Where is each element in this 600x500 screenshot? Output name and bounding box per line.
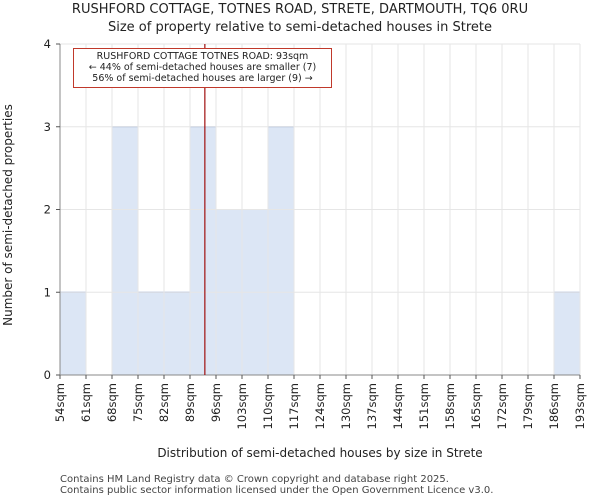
axes-group: 0 1 2 3 4 54sqm 61sqm 68sqm 75sqm 82sqm 89sqm 96sqm… xyxy=(44,37,587,429)
footer-line-2: Contains public sector information licen… xyxy=(60,485,494,496)
bar xyxy=(59,291,87,376)
y-tick-label: 1 xyxy=(44,285,51,299)
x-tick-label: 96sqm xyxy=(209,383,223,422)
x-tick-label: 165sqm xyxy=(469,383,483,429)
x-tick-label: 179sqm xyxy=(521,383,535,429)
bar xyxy=(137,291,165,376)
y-tick-label: 0 xyxy=(44,368,51,382)
bar xyxy=(189,126,217,376)
y-tick-label: 2 xyxy=(44,203,51,217)
y-axis-label: Number of semi-detached properties xyxy=(1,104,15,326)
x-tick-label: 130sqm xyxy=(339,383,353,429)
x-tick-label: 158sqm xyxy=(443,383,457,429)
x-tick-label: 110sqm xyxy=(261,383,275,429)
bar xyxy=(267,126,295,376)
x-tick-label: 117sqm xyxy=(287,383,301,429)
chart-title: RUSHFORD COTTAGE, TOTNES ROAD, STRETE, D… xyxy=(71,2,529,17)
chart-subtitle: Size of property relative to semi-detach… xyxy=(107,20,493,35)
x-tick-label: 82sqm xyxy=(157,383,171,422)
y-tick-label: 3 xyxy=(44,120,51,134)
x-tick-label: 124sqm xyxy=(313,383,327,429)
x-tick-label: 68sqm xyxy=(105,383,119,422)
histogram-chart: 0 1 2 3 4 54sqm 61sqm 68sqm 75sqm 82sqm 89sqm 96sqm… xyxy=(1,37,587,460)
x-axis-label: Distribution of semi-detached houses by … xyxy=(157,446,482,460)
y-tick-label: 4 xyxy=(44,37,51,51)
x-tick-label: 151sqm xyxy=(417,383,431,429)
x-tick-label: 172sqm xyxy=(495,383,509,429)
x-tick-label: 144sqm xyxy=(391,383,405,429)
bars-group xyxy=(59,126,581,376)
annotation-box: RUSHFORD COTTAGE TOTNES ROAD: 93sqm ← 44… xyxy=(73,48,332,88)
x-tick-label: 75sqm xyxy=(131,383,145,422)
x-tick-label: 103sqm xyxy=(235,383,249,429)
annotation-line-2: ← 44% of semi-detached houses are smalle… xyxy=(88,62,317,73)
bar xyxy=(553,291,581,376)
x-tick-label: 193sqm xyxy=(573,383,587,429)
bar xyxy=(111,126,139,376)
x-tick-label: 89sqm xyxy=(183,383,197,422)
annotation-line-1: RUSHFORD COTTAGE TOTNES ROAD: 93sqm xyxy=(96,51,309,62)
x-tick-label: 137sqm xyxy=(365,383,379,429)
x-tick-label: 61sqm xyxy=(79,383,93,422)
annotation-line-3: 56% of semi-detached houses are larger (… xyxy=(92,73,313,84)
footer-line-1: Contains HM Land Registry data © Crown c… xyxy=(60,474,449,485)
x-tick-label: 54sqm xyxy=(53,383,67,422)
bar xyxy=(163,291,191,376)
x-tick-label: 186sqm xyxy=(547,383,561,429)
